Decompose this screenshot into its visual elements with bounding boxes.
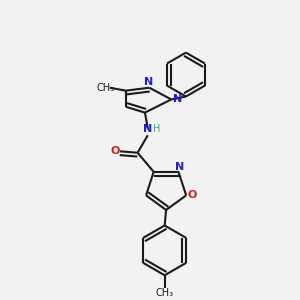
Text: O: O	[111, 146, 120, 156]
Text: N: N	[144, 77, 153, 88]
Text: CH₃: CH₃	[96, 83, 114, 93]
Text: N: N	[175, 161, 184, 172]
Text: H: H	[153, 124, 160, 134]
Text: O: O	[188, 190, 197, 200]
Text: CH₃: CH₃	[156, 288, 174, 298]
Text: N: N	[143, 124, 152, 134]
Text: N: N	[172, 94, 182, 104]
